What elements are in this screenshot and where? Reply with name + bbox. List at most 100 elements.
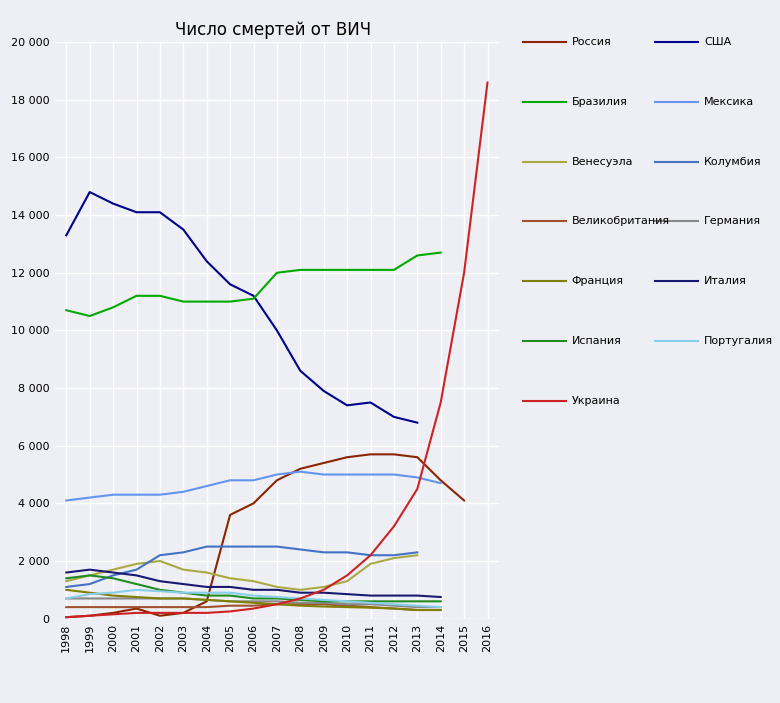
Text: Португалия: Португалия (704, 336, 774, 346)
Венесуэла (389, 554, 399, 562)
Колумбия (366, 551, 375, 560)
Франция (296, 602, 305, 610)
Россия (108, 609, 118, 617)
Line: Великобритания: Великобритания (66, 604, 441, 610)
Франция (62, 586, 71, 594)
Бразилия (202, 297, 211, 306)
Line: Португалия: Португалия (66, 590, 441, 607)
Line: Мексика: Мексика (66, 472, 441, 501)
Германия (342, 600, 352, 608)
Мексика (296, 467, 305, 476)
Бразилия (225, 297, 235, 306)
Россия (62, 613, 71, 621)
Великобритания (85, 603, 94, 612)
Text: Мексика: Мексика (704, 97, 754, 107)
Испания (413, 597, 422, 605)
Германия (85, 594, 94, 602)
Германия (155, 594, 165, 602)
Украина (459, 269, 469, 277)
Португалия (319, 595, 328, 604)
Россия (389, 450, 399, 458)
Украина (85, 612, 94, 620)
Россия (155, 612, 165, 620)
Германия (366, 600, 375, 608)
Text: Колумбия: Колумбия (704, 157, 762, 167)
Португалия (179, 588, 188, 597)
Мексика (108, 491, 118, 499)
Германия (62, 594, 71, 602)
Text: США: США (704, 37, 732, 47)
Мексика (249, 476, 258, 484)
Бразилия (272, 269, 282, 277)
Бразилия (413, 251, 422, 259)
США (413, 418, 422, 427)
Text: Франция: Франция (572, 276, 624, 286)
Италия (155, 577, 165, 586)
Франция (155, 594, 165, 602)
Португалия (108, 588, 118, 597)
Германия (225, 597, 235, 605)
Франция (342, 603, 352, 612)
Украина (413, 485, 422, 494)
Украина (225, 607, 235, 616)
Великобритания (225, 602, 235, 610)
Колумбия (342, 548, 352, 557)
Великобритания (179, 603, 188, 612)
Бразилия (179, 297, 188, 306)
Россия (179, 609, 188, 617)
Испания (249, 594, 258, 602)
Мексика (202, 482, 211, 490)
Украина (132, 609, 141, 617)
Украина (62, 613, 71, 621)
Италия (366, 591, 375, 600)
Венесуэла (249, 577, 258, 586)
Украина (436, 398, 445, 406)
США (85, 188, 94, 196)
Украина (319, 586, 328, 594)
Россия (296, 465, 305, 473)
Германия (249, 597, 258, 605)
Line: Франция: Франция (66, 590, 441, 610)
Испания (389, 597, 399, 605)
Венесуэла (366, 560, 375, 568)
Венесуэла (202, 568, 211, 576)
Колумбия (108, 571, 118, 579)
Германия (132, 594, 141, 602)
Украина (272, 600, 282, 608)
Венесуэла (225, 574, 235, 583)
Испания (366, 597, 375, 605)
Мексика (225, 476, 235, 484)
Великобритания (108, 603, 118, 612)
Португалия (225, 588, 235, 597)
Италия (132, 571, 141, 579)
Испания (319, 597, 328, 605)
Италия (249, 586, 258, 594)
Россия (272, 476, 282, 484)
Германия (272, 597, 282, 605)
Text: Украина: Украина (572, 396, 621, 406)
Португалия (272, 593, 282, 601)
Венесуэла (155, 557, 165, 565)
Франция (436, 606, 445, 614)
Мексика (85, 494, 94, 502)
Line: Венесуэла: Венесуэла (66, 555, 417, 590)
Испания (202, 591, 211, 600)
Великобритания (366, 603, 375, 612)
Италия (319, 588, 328, 597)
Line: Россия: Россия (66, 454, 464, 617)
Испания (155, 586, 165, 594)
Португалия (155, 587, 165, 595)
Колумбия (319, 548, 328, 557)
Бразилия (366, 266, 375, 274)
Италия (108, 568, 118, 576)
Россия (85, 612, 94, 620)
Великобритания (342, 602, 352, 610)
Россия (366, 450, 375, 458)
Италия (272, 586, 282, 594)
Колумбия (272, 543, 282, 551)
США (62, 231, 71, 240)
Бразилия (436, 248, 445, 257)
Line: США: США (66, 192, 417, 423)
Украина (366, 551, 375, 560)
Франция (413, 606, 422, 614)
